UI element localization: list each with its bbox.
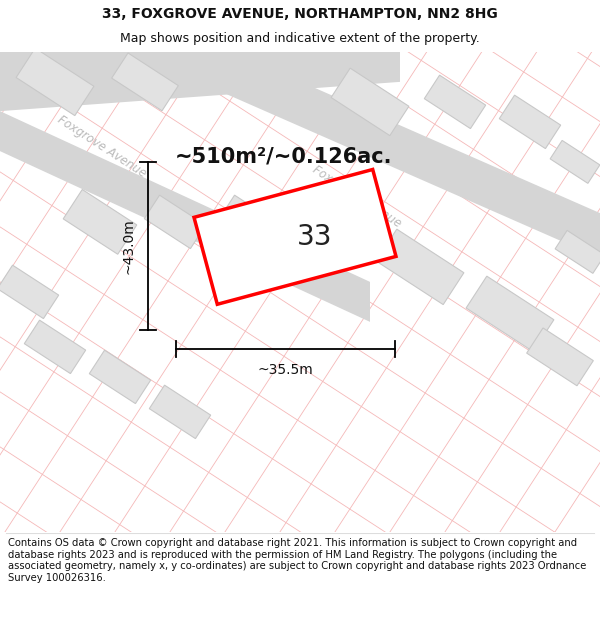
Polygon shape — [63, 189, 137, 254]
Text: Contains OS data © Crown copyright and database right 2021. This information is : Contains OS data © Crown copyright and d… — [8, 538, 586, 583]
Text: 33, FOXGROVE AVENUE, NORTHAMPTON, NN2 8HG: 33, FOXGROVE AVENUE, NORTHAMPTON, NN2 8H… — [102, 8, 498, 21]
Text: Foxgrove Avenue: Foxgrove Avenue — [310, 163, 404, 231]
Polygon shape — [527, 328, 593, 386]
Polygon shape — [0, 102, 370, 322]
Polygon shape — [376, 229, 464, 304]
Polygon shape — [210, 42, 600, 267]
Polygon shape — [112, 53, 178, 111]
Text: ~43.0m: ~43.0m — [122, 218, 136, 274]
Polygon shape — [424, 75, 485, 129]
Polygon shape — [25, 320, 86, 374]
Polygon shape — [0, 265, 59, 319]
Polygon shape — [0, 12, 400, 112]
Polygon shape — [194, 169, 396, 304]
Text: Map shows position and indicative extent of the property.: Map shows position and indicative extent… — [120, 32, 480, 45]
Polygon shape — [149, 385, 211, 439]
Polygon shape — [16, 48, 94, 116]
Text: ~510m²/~0.126ac.: ~510m²/~0.126ac. — [175, 147, 392, 167]
Text: ~35.5m: ~35.5m — [257, 363, 313, 377]
Text: 33: 33 — [297, 223, 333, 251]
Polygon shape — [555, 231, 600, 273]
Polygon shape — [331, 68, 409, 136]
Polygon shape — [499, 95, 560, 149]
Polygon shape — [220, 195, 281, 249]
Polygon shape — [550, 141, 600, 183]
Text: Foxgrove Avenue: Foxgrove Avenue — [55, 113, 149, 181]
Polygon shape — [466, 276, 554, 352]
Polygon shape — [145, 195, 206, 249]
Polygon shape — [89, 350, 151, 404]
